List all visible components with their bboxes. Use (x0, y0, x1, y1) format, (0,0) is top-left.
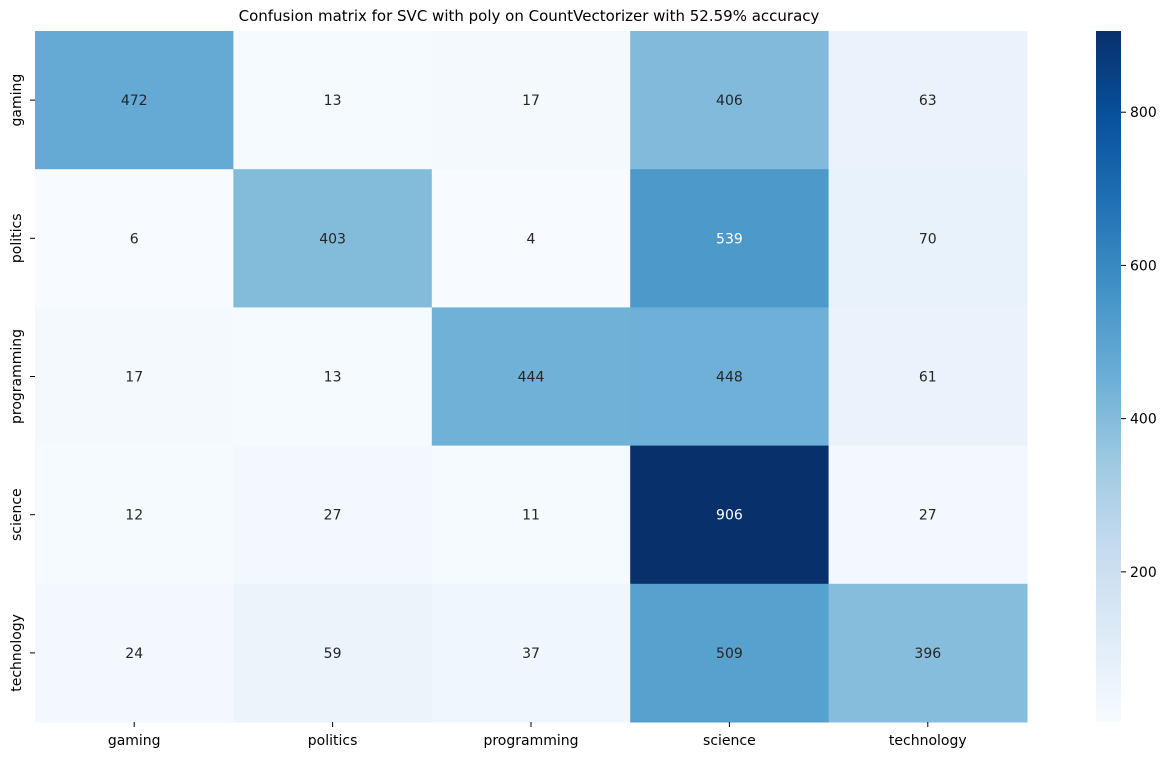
colorbar-ticks: 200 400 600 800 (1121, 105, 1157, 581)
colorbar-tick-label: 600 (1130, 258, 1157, 274)
colorbar: 200 400 600 800 (1096, 31, 1157, 722)
heatmap-cell-politics-science (630, 169, 830, 308)
cell-value-label: 13 (324, 93, 342, 109)
cell-value-label: 403 (319, 231, 346, 247)
heatmap-cell-programming-programming (431, 307, 631, 447)
y-tick-label-technology: technology (9, 614, 25, 692)
heatmap-cell-politics-programming (431, 169, 631, 308)
heatmap-cell-politics-politics (233, 169, 433, 308)
heatmap-cell-technology-programming (431, 583, 631, 723)
heatmap-cell-programming-gaming (35, 307, 234, 447)
colorbar-tick-label: 800 (1130, 105, 1157, 121)
y-axis: gaming politics programming science technolo… (9, 74, 35, 692)
x-axis: gaming politics programming science technolo… (108, 722, 967, 749)
cell-value-label: 13 (324, 370, 342, 386)
cell-value-label: 539 (716, 231, 743, 247)
cell-value-label: 509 (716, 646, 743, 662)
cell-value-labels: 472 13 17 406 63 6 403 4 539 70 17 13 444 448 61 12 27 11… (121, 93, 941, 662)
y-tick-label-science: science (9, 488, 25, 541)
heatmap-cell-science-programming (431, 445, 631, 585)
cell-value-label: 27 (919, 508, 937, 524)
heatmap-cell-gaming-politics (233, 31, 433, 170)
heatmap-cell-gaming-gaming (35, 31, 234, 170)
cell-value-label: 444 (518, 370, 545, 386)
cell-value-label: 396 (914, 646, 941, 662)
cell-value-label: 6 (130, 231, 139, 247)
colorbar-gradient (1096, 31, 1121, 722)
heatmap-cell-programming-politics (233, 307, 433, 447)
colorbar-tick-label: 400 (1130, 412, 1157, 428)
cell-value-label: 17 (125, 370, 143, 386)
chart-title: Confusion matrix for SVC with poly on Co… (239, 7, 820, 25)
cell-value-label: 472 (121, 93, 148, 109)
heatmap-cell-technology-technology (828, 583, 1028, 723)
heatmap-cell-technology-science (630, 583, 830, 723)
x-tick-label-politics: politics (308, 733, 358, 749)
colorbar-tick-label: 200 (1130, 565, 1157, 581)
x-tick-label-gaming: gaming (108, 733, 161, 749)
heatmap-cell-politics-gaming (35, 169, 234, 308)
heatmap-cell-science-science (630, 445, 830, 585)
cell-value-label: 906 (716, 508, 743, 524)
x-tick-label-science: science (703, 733, 756, 749)
heatmap-cell-science-technology (828, 445, 1028, 585)
heatmap-cell-programming-technology (828, 307, 1028, 447)
heatmap-cells (35, 31, 1028, 723)
heatmap-cell-politics-technology (828, 169, 1028, 308)
y-tick-label-programming: programming (9, 329, 25, 424)
heatmap-cell-technology-gaming (35, 583, 234, 723)
cell-value-label: 70 (919, 231, 937, 247)
heatmap-cell-gaming-technology (828, 31, 1028, 170)
cell-value-label: 61 (919, 370, 937, 386)
y-tick-label-gaming: gaming (9, 74, 25, 127)
cell-value-label: 27 (324, 508, 342, 524)
y-tick-label-politics: politics (9, 213, 25, 263)
cell-value-label: 12 (125, 508, 143, 524)
cell-value-label: 406 (716, 93, 743, 109)
cell-value-label: 63 (919, 93, 937, 109)
heatmap-cell-technology-politics (233, 583, 433, 723)
cell-value-label: 17 (522, 93, 540, 109)
heatmap-cell-science-politics (233, 445, 433, 585)
heatmap-cell-gaming-programming (431, 31, 631, 170)
x-tick-label-technology: technology (889, 733, 967, 749)
cell-value-label: 37 (522, 646, 540, 662)
cell-value-label: 24 (125, 646, 143, 662)
cell-value-label: 448 (716, 370, 743, 386)
heatmap-cell-science-gaming (35, 445, 234, 585)
heatmap-cell-gaming-science (630, 31, 830, 170)
cell-value-label: 59 (324, 646, 342, 662)
x-tick-label-programming: programming (483, 733, 578, 749)
heatmap-cell-programming-science (630, 307, 830, 447)
cell-value-label: 11 (522, 508, 540, 524)
cell-value-label: 4 (527, 231, 536, 247)
